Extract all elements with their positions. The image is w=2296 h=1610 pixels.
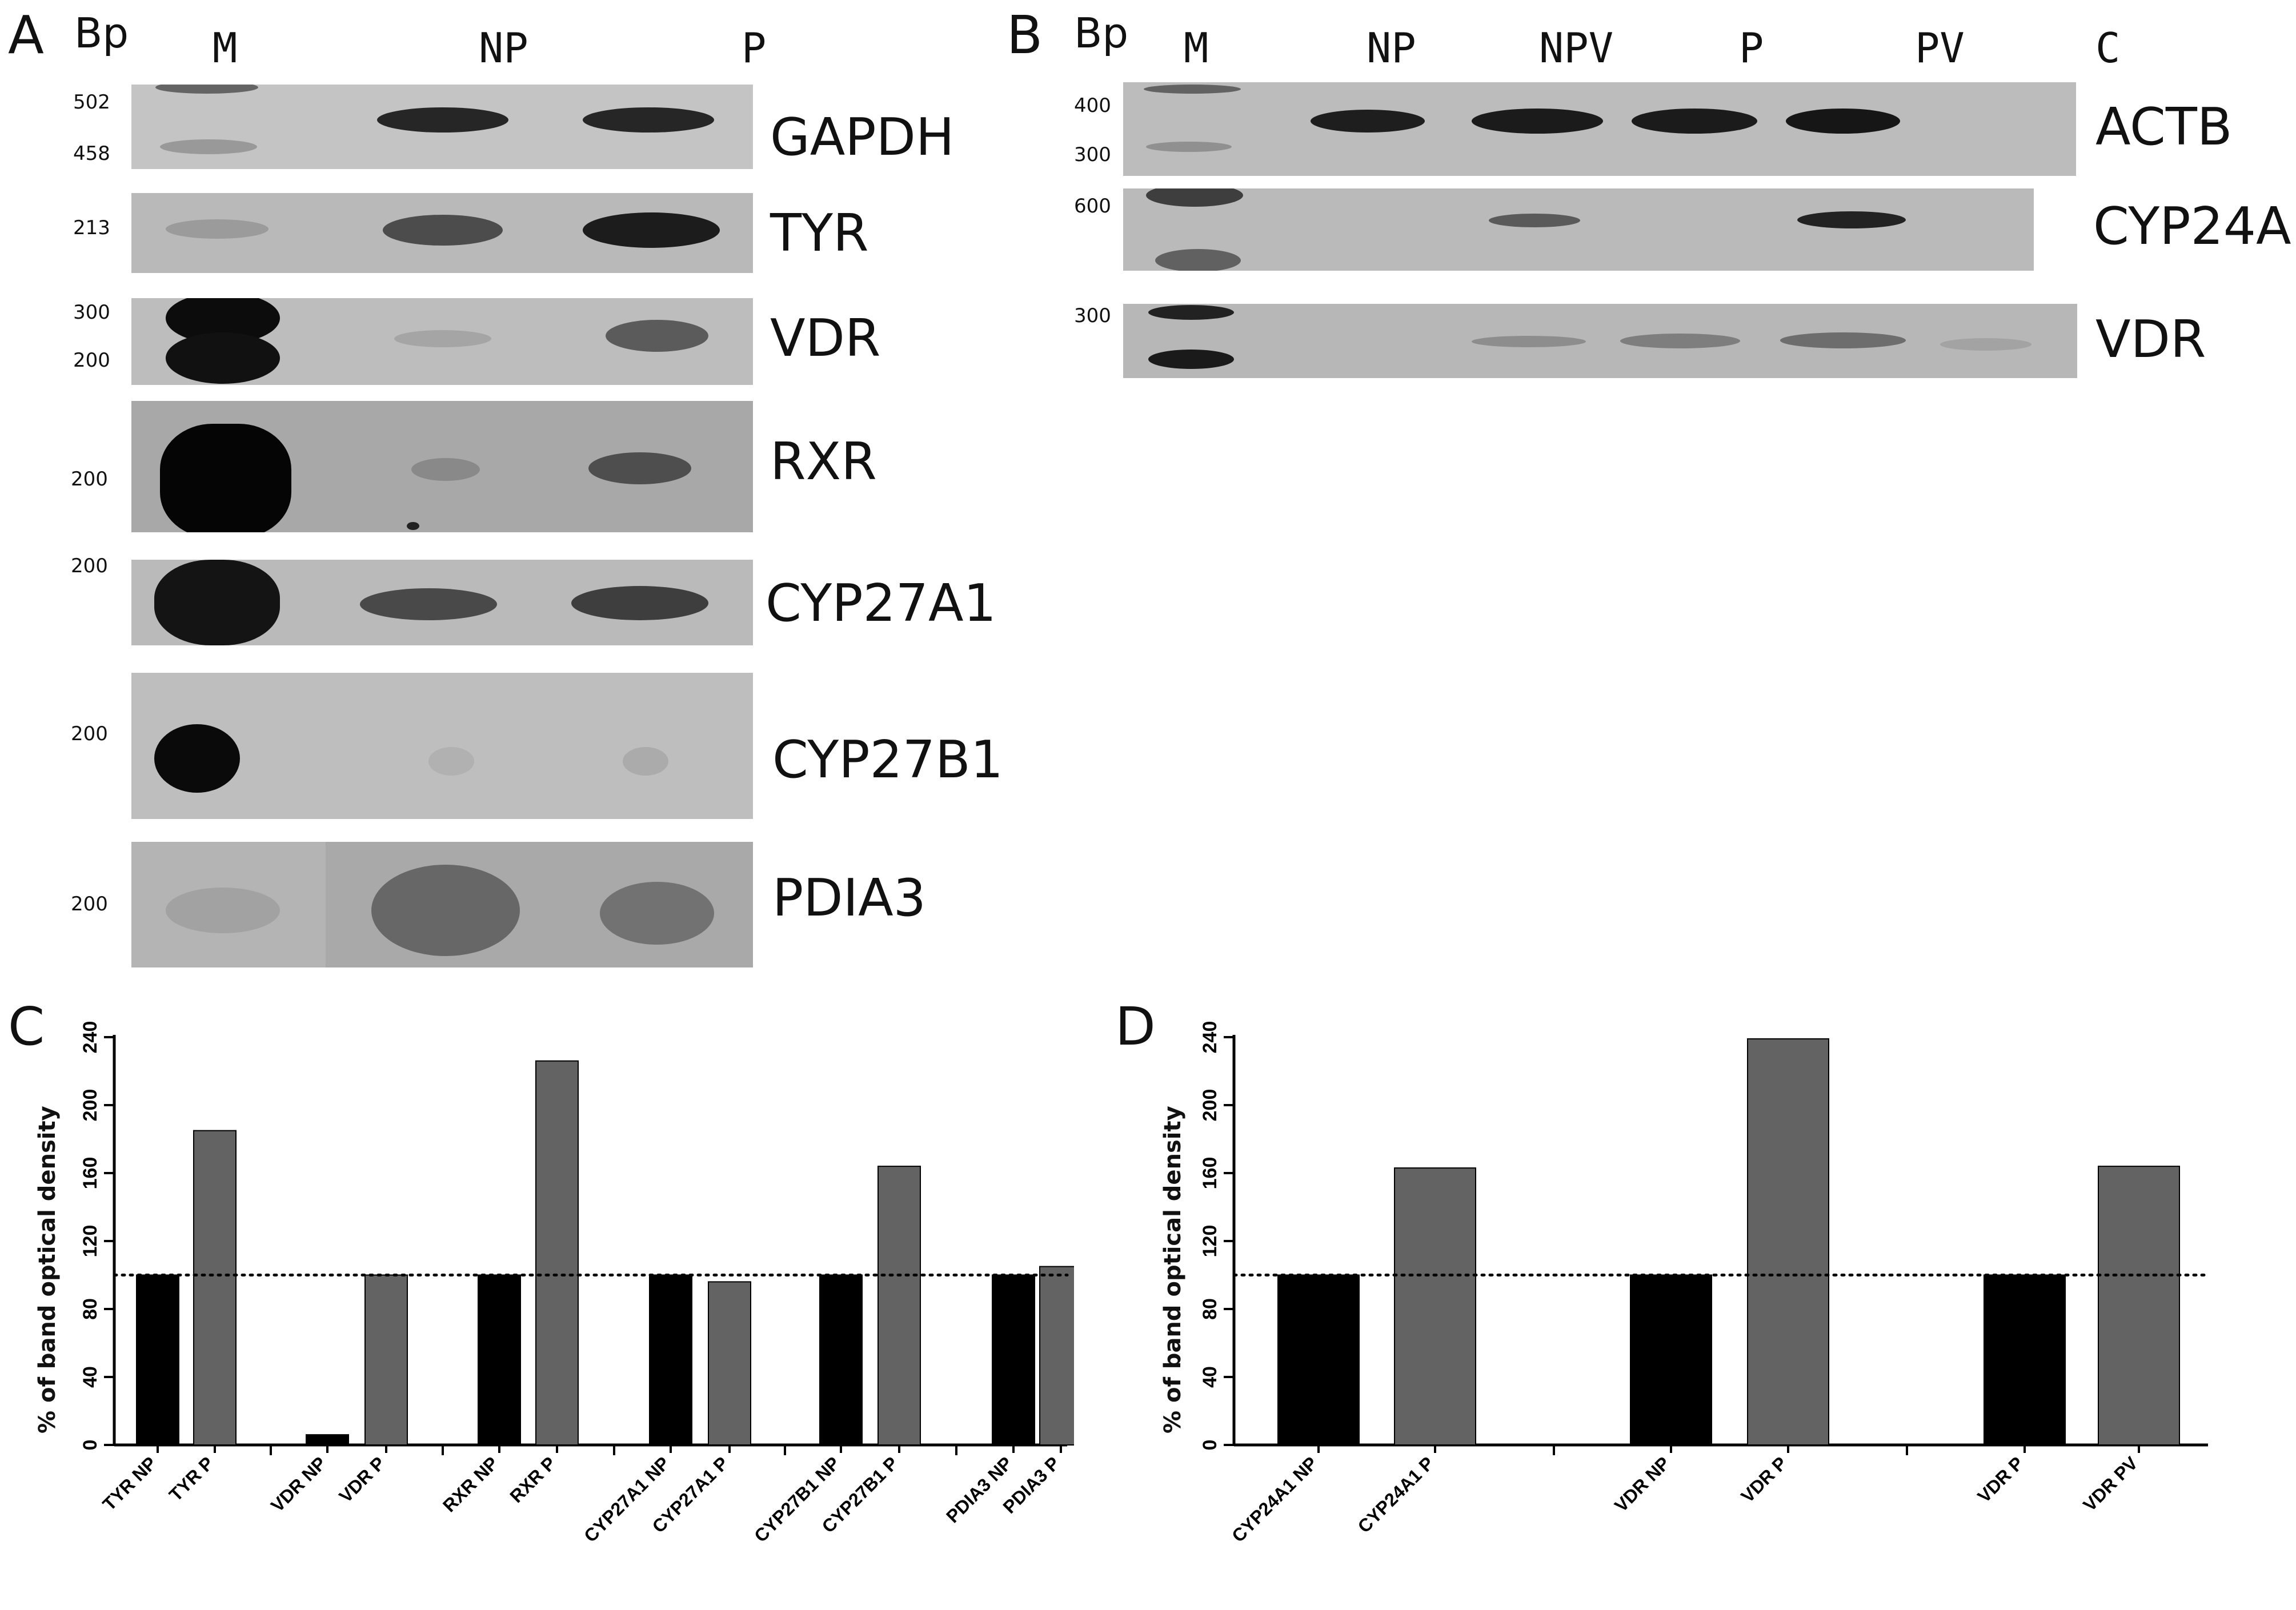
bar <box>364 1274 408 1446</box>
gel-a-marker: 200 <box>71 555 108 577</box>
bar <box>819 1274 863 1446</box>
gene-label-tyr: TYR <box>770 203 869 263</box>
gel-b-lane-pv: PV <box>1915 24 1965 72</box>
panel-label-d: D <box>1115 996 1156 1057</box>
x-tick-label: VDR NP <box>1610 1452 1674 1516</box>
bar <box>2098 1166 2180 1446</box>
x-tick-label: VDR NP <box>267 1452 330 1516</box>
gel-a-lane-np: NP <box>479 24 528 72</box>
gene-label-vdr-b: VDR <box>2095 310 2206 370</box>
gel-a-marker: 458 <box>73 142 110 165</box>
gel-b-marker: 400 <box>1074 94 1111 117</box>
gene-label-cyp24a1: CYP24A1 <box>2093 196 2296 256</box>
gel-a-bp-label: Bp <box>74 9 129 57</box>
gel-b-marker: 600 <box>1074 195 1111 218</box>
gel-b-lane-p: P <box>1739 24 1764 72</box>
y-tick-label: 240 <box>1199 1021 1221 1054</box>
gel-a-lane-m: M <box>213 24 238 72</box>
y-tick-label: 160 <box>1199 1157 1221 1190</box>
gene-label-actb: ACTB <box>2095 97 2233 157</box>
y-tick-label: 80 <box>79 1298 101 1320</box>
bar <box>1630 1274 1712 1446</box>
y-tick-label: 120 <box>79 1225 101 1258</box>
chart-c: 0 40 80 120 160 200 240 TYR NP TYR P VDR NP VDR P R… <box>79 1021 1074 1546</box>
gel-a-strip-pdia3 <box>131 842 753 967</box>
x-tick-label: RXR NP <box>439 1452 502 1516</box>
y-tick-label: 200 <box>79 1089 101 1122</box>
gel-a-strip-cyp27b1 <box>131 673 753 819</box>
gene-label-gapdh: GAPDH <box>770 107 955 167</box>
x-tick-label: PDIA3 NP <box>942 1452 1016 1527</box>
x-tick-label: CYP24A1 P <box>1353 1452 1437 1536</box>
bar <box>649 1274 692 1446</box>
gel-b-strip-vdr <box>1123 304 2077 378</box>
gel-b-lane-npv: NPV <box>1539 24 1614 72</box>
gel-a-strip-gapdh <box>131 85 753 169</box>
gel-a-marker: 200 <box>73 349 110 372</box>
bar <box>478 1274 521 1446</box>
gel-b-lane-m: M <box>1184 24 1209 72</box>
gel-b-marker: 300 <box>1074 304 1111 327</box>
gel-b-lane-c: C <box>2095 24 2121 72</box>
panel-label-a: A <box>8 5 44 66</box>
gene-label-pdia3: PDIA3 <box>772 868 926 928</box>
y-tick-label: 40 <box>1199 1366 1221 1388</box>
x-tick-label: CYP24A1 NP <box>1228 1452 1321 1546</box>
gel-a-strip-vdr <box>131 298 753 385</box>
bar <box>535 1060 579 1446</box>
gel-b-marker: 300 <box>1074 143 1111 166</box>
y-tick-label: 160 <box>79 1157 101 1190</box>
gel-a-lane-p: P <box>742 24 767 72</box>
y-tick-label: 120 <box>1199 1225 1221 1258</box>
panel-label-b: B <box>1007 5 1043 66</box>
gel-a-marker: 200 <box>71 893 108 916</box>
gel-b-strip-cyp24a1 <box>1123 188 2034 271</box>
gel-a-marker: 200 <box>71 468 108 491</box>
gel-a-strip-rxr <box>131 401 753 532</box>
bar <box>1747 1038 1829 1446</box>
gel-a-marker: 213 <box>73 216 110 239</box>
bar <box>1984 1274 2066 1446</box>
bar <box>193 1130 237 1446</box>
gel-b-lane-np: NP <box>1367 24 1416 72</box>
gene-label-rxr: RXR <box>770 432 877 492</box>
y-tick-label: 0 <box>79 1440 101 1451</box>
x-tick-label: VDR PV <box>2079 1452 2142 1515</box>
gel-b-strip-actb <box>1123 82 2076 176</box>
x-tick-label: TYR NP <box>99 1452 161 1514</box>
bar <box>877 1166 921 1446</box>
x-tick-label: VDR P <box>1737 1452 1791 1507</box>
gene-label-cyp27b1: CYP27B1 <box>772 730 1004 790</box>
bar <box>136 1274 179 1446</box>
x-tick-label: TYR P <box>165 1452 218 1505</box>
gel-a-strip-tyr <box>131 193 753 273</box>
y-tick-label: 240 <box>79 1021 101 1054</box>
gel-a-strip-cyp27a1 <box>131 560 753 645</box>
gel-a-marker: 200 <box>71 722 108 745</box>
gel-a-marker: 300 <box>73 301 110 324</box>
panel-label-c: C <box>8 996 45 1057</box>
x-tick-label: VDR P <box>1973 1452 2027 1507</box>
y-tick-label: 200 <box>1199 1089 1221 1122</box>
gel-a-marker: 502 <box>73 91 110 114</box>
chart-d: 0 40 80 120 160 200 240 CYP24A1 NP CYP24A1 P VDR … <box>1199 1021 2210 1546</box>
y-tick-label: 0 <box>1199 1440 1221 1451</box>
bar <box>992 1274 1035 1446</box>
y-tick-label: 40 <box>79 1366 101 1388</box>
gel-b-bp-label: Bp <box>1074 9 1129 57</box>
gene-label-vdr-a: VDR <box>770 308 881 368</box>
y-tick-label: 80 <box>1199 1298 1221 1320</box>
bar <box>306 1434 349 1446</box>
bar <box>1039 1266 1074 1446</box>
x-tick-label: RXR P <box>506 1452 560 1507</box>
gene-label-cyp27a1: CYP27A1 <box>766 573 996 633</box>
bar <box>1394 1167 1476 1446</box>
bar <box>1277 1274 1360 1446</box>
bar <box>708 1281 751 1446</box>
x-tick-label: VDR P <box>335 1452 389 1507</box>
